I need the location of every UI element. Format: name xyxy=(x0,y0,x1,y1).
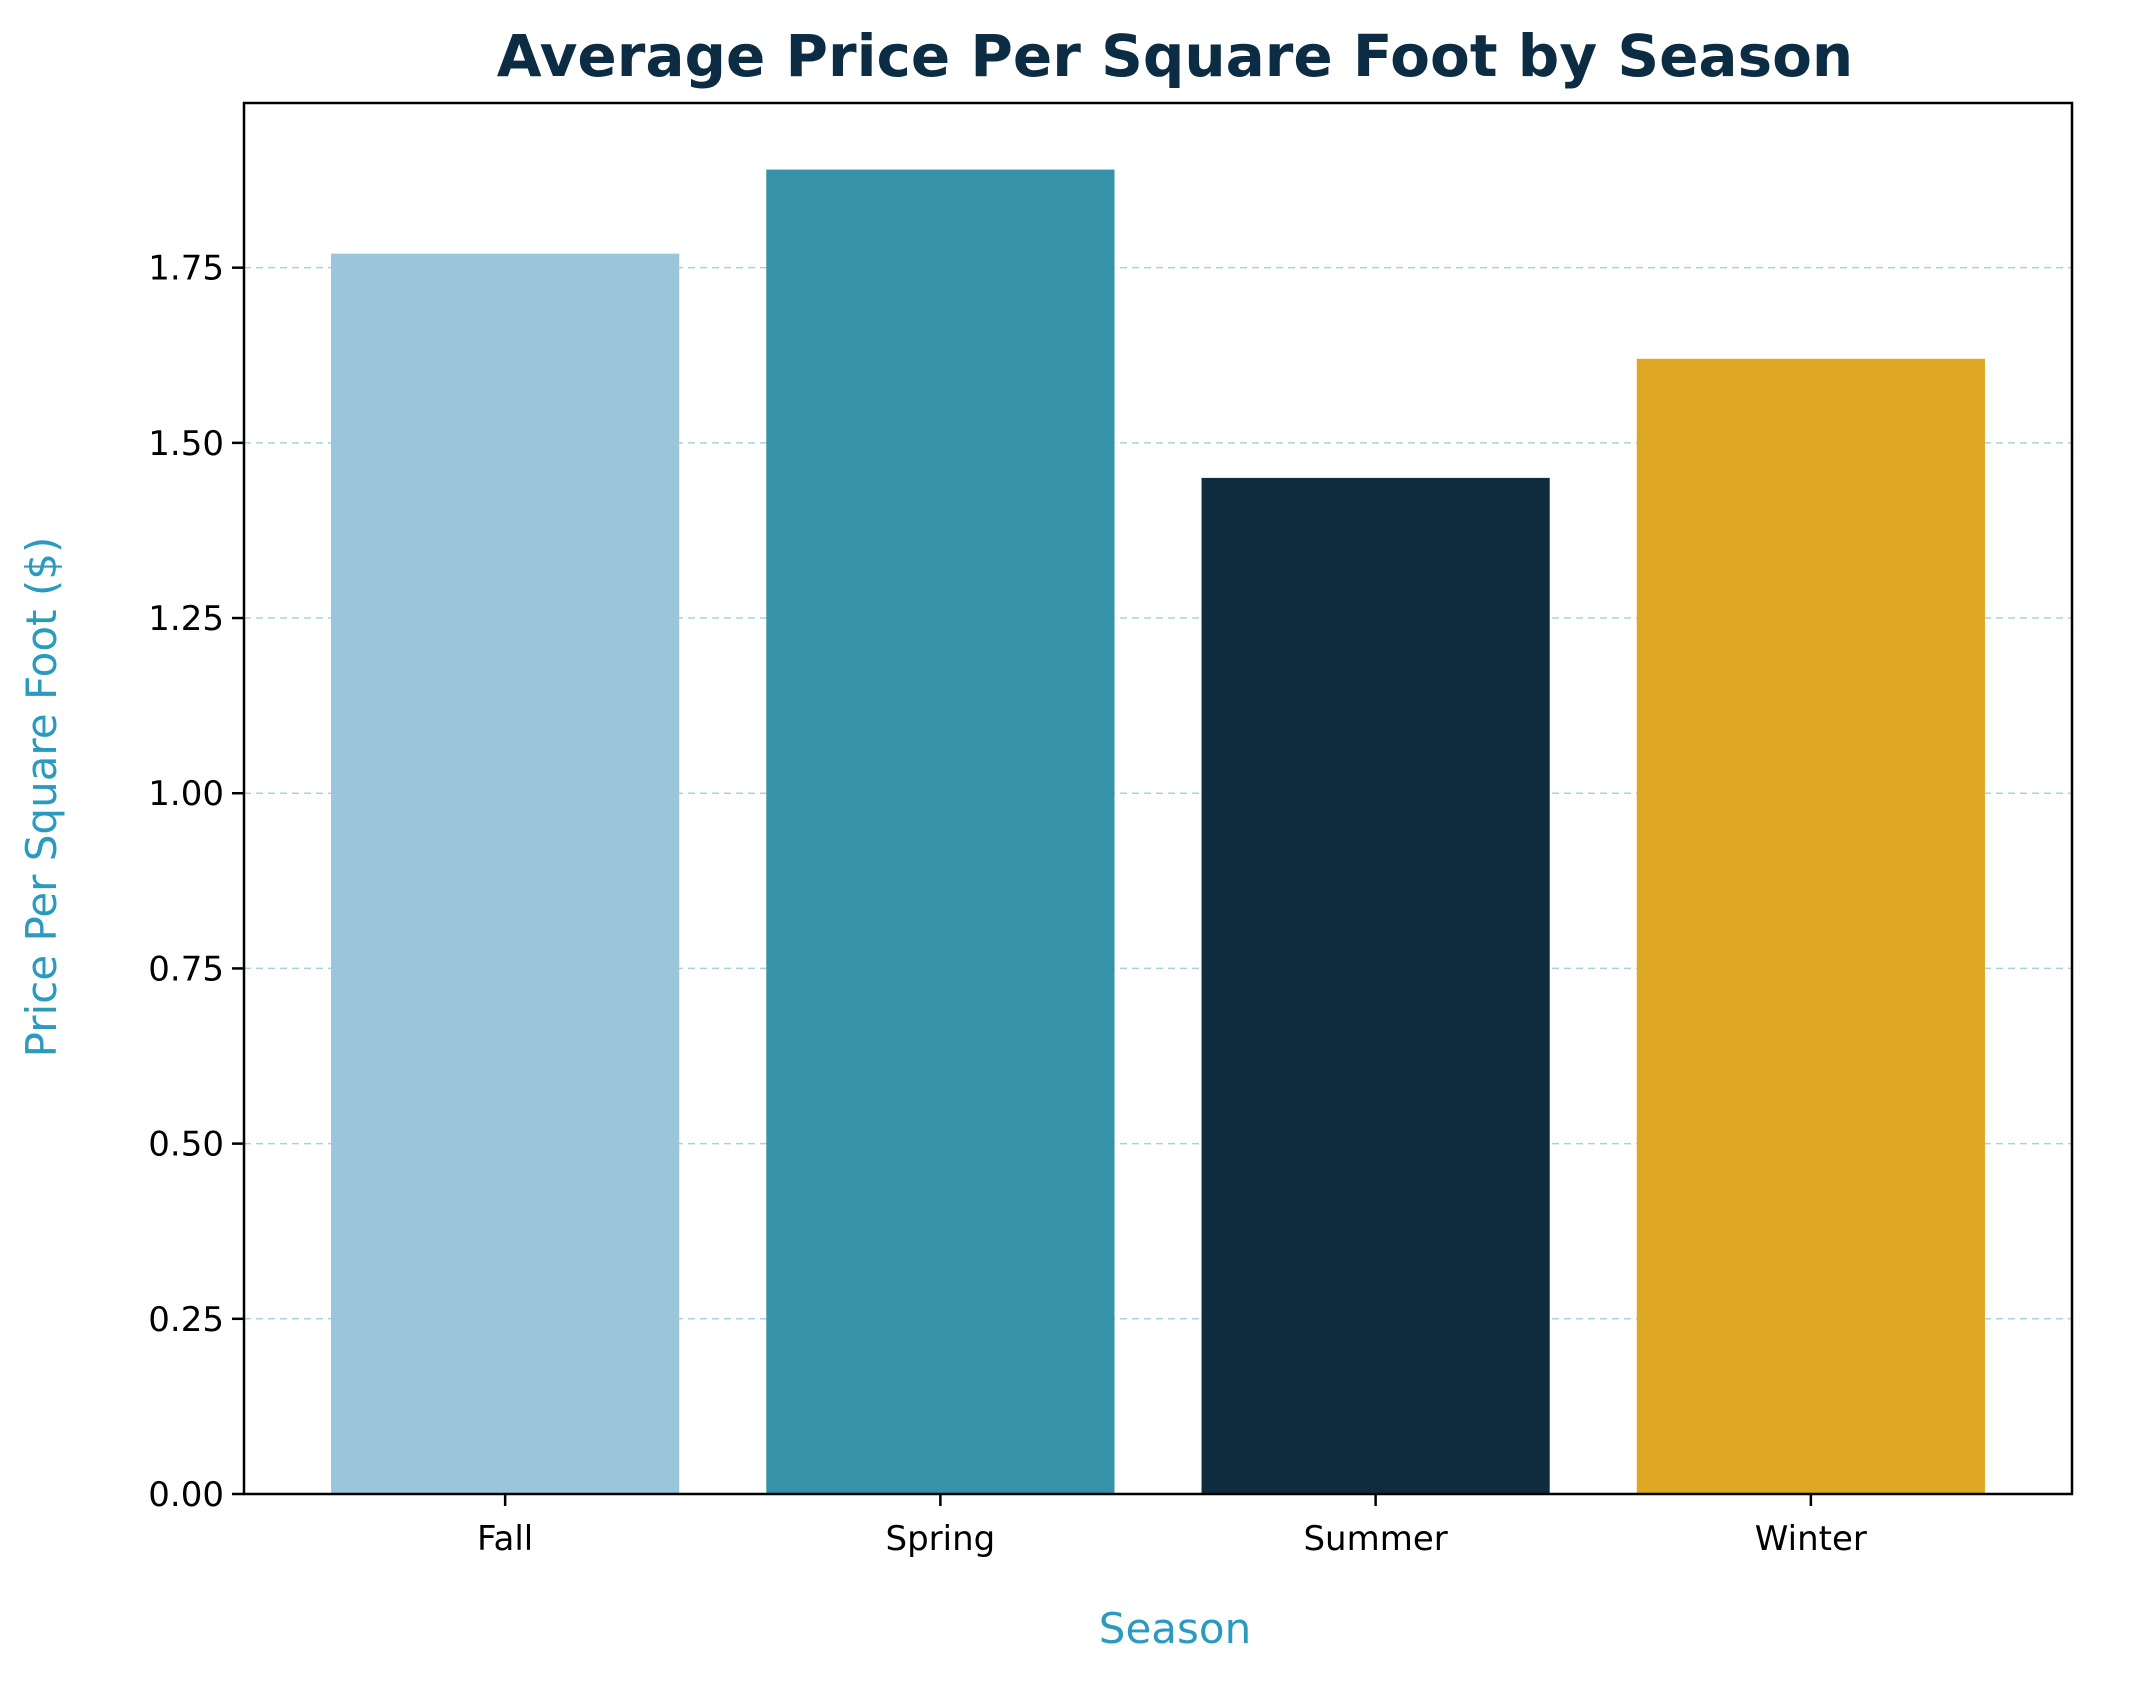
y-tick-label: 0.00 xyxy=(148,1475,224,1515)
x-tick-label-summer: Summer xyxy=(1303,1519,1447,1559)
x-axis-label: Season xyxy=(1099,1604,1251,1653)
x-axis: Fall Spring Summer Winter xyxy=(477,1494,1867,1559)
y-axis-label: Price Per Square Foot ($) xyxy=(17,537,66,1058)
bar-summer xyxy=(1201,477,1550,1494)
y-tick-label: 1.75 xyxy=(148,249,224,289)
y-tick-label: 1.00 xyxy=(148,774,224,814)
y-tick-label: 0.25 xyxy=(148,1300,224,1340)
bars xyxy=(331,169,1985,1495)
y-tick-label: 1.25 xyxy=(148,599,224,639)
bar-fall xyxy=(331,253,680,1494)
y-tick-label: 0.50 xyxy=(148,1125,224,1165)
x-tick-label-winter: Winter xyxy=(1755,1519,1867,1559)
bar-spring xyxy=(766,169,1115,1495)
chart-title: Average Price Per Square Foot by Season xyxy=(497,22,1853,90)
y-axis: 0.00 0.25 0.50 0.75 1.00 1.25 1.50 1.75 xyxy=(148,249,244,1515)
x-tick-label-fall: Fall xyxy=(477,1519,533,1559)
plot-frame xyxy=(242,101,2074,1496)
y-tick-label: 0.75 xyxy=(148,949,224,989)
x-tick-label-spring: Spring xyxy=(886,1519,996,1559)
bar-winter xyxy=(1636,358,1985,1494)
y-tick-label: 1.50 xyxy=(148,424,224,464)
